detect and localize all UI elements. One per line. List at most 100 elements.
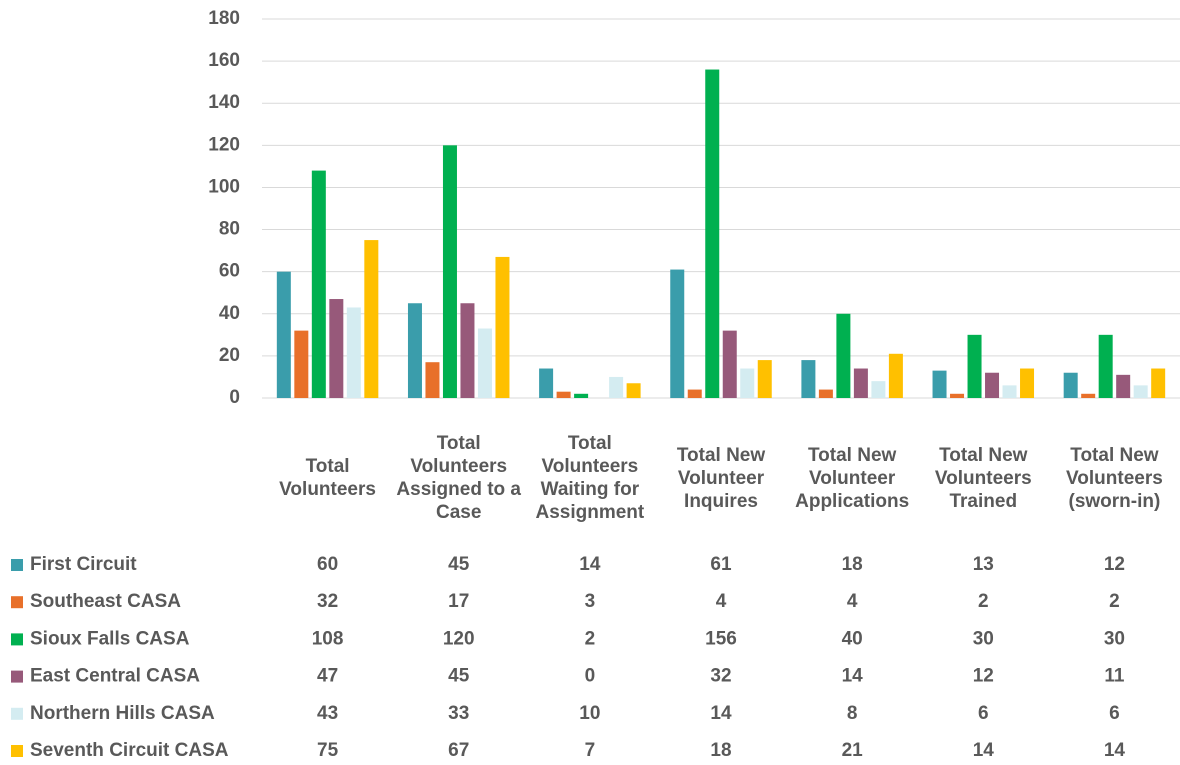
y-tick-label: 160	[208, 50, 240, 71]
bar	[888, 353, 903, 398]
bar	[609, 376, 624, 398]
bar	[477, 328, 492, 398]
table-value: 3	[585, 591, 596, 612]
bar	[705, 69, 720, 399]
table-value: 30	[1104, 628, 1125, 649]
bar	[722, 330, 737, 398]
bar	[818, 389, 833, 398]
bar	[556, 391, 571, 398]
bar	[1002, 385, 1017, 398]
table-value: 14	[579, 554, 601, 575]
bar	[329, 299, 344, 398]
legend-swatch	[11, 745, 23, 757]
table-value: 12	[973, 666, 994, 687]
table-value: 17	[448, 591, 469, 612]
bar	[626, 383, 641, 398]
table-value: 7	[585, 740, 596, 761]
legend-swatch	[11, 596, 23, 609]
bar	[346, 307, 361, 398]
table-value: 18	[710, 740, 731, 761]
x-tick-label: Total New Volunteers Trained	[934, 444, 1032, 512]
x-tick-label-box: Total New Volunteers Trained	[934, 444, 1032, 512]
table-value: 2	[585, 628, 596, 649]
bar	[670, 269, 685, 398]
bar	[1116, 374, 1131, 398]
table-value: 61	[710, 554, 732, 575]
x-tick-label-box: Total New Volunteer Inquires	[676, 444, 766, 512]
x-tick-label: Total Volunteers Assigned to a Case	[396, 433, 521, 523]
bar	[539, 368, 554, 398]
table-value: 14	[973, 740, 995, 761]
table-value: 11	[1104, 666, 1125, 687]
bar	[276, 271, 291, 398]
table-value: 6	[1109, 703, 1120, 724]
table-value: 30	[973, 628, 994, 649]
x-tick-label-box: Total Volunteers Assigned to a Case	[396, 433, 521, 523]
bar	[442, 145, 457, 398]
table-value: 60	[317, 554, 338, 575]
bar	[985, 372, 1000, 398]
table-value: 14	[710, 703, 732, 724]
table-value: 47	[317, 666, 338, 687]
bar	[871, 381, 886, 398]
legend-label: First Circuit	[30, 554, 137, 575]
legend-label: East Central CASA	[30, 666, 200, 687]
bar	[1063, 372, 1078, 398]
bar	[740, 368, 755, 398]
table-value: 4	[716, 591, 727, 612]
bar	[1020, 368, 1035, 398]
legend-swatch	[11, 707, 23, 720]
bar	[687, 389, 702, 398]
bar	[801, 360, 816, 398]
table-value: 18	[842, 554, 863, 575]
table-value: 0	[585, 666, 596, 687]
x-tick-label-box: Total Volunteers	[279, 456, 376, 500]
table-value: 32	[317, 591, 338, 612]
legend-swatch	[11, 559, 23, 571]
y-tick-label: 120	[208, 134, 240, 155]
legend-label: Seventh Circuit CASA	[30, 740, 229, 761]
x-tick-label: Total New Volunteer Inquires	[676, 444, 766, 512]
legend-label: Northern Hills CASA	[30, 703, 215, 724]
table-value: 2	[1109, 591, 1120, 612]
y-tick-label: 60	[219, 261, 240, 282]
y-tick-label: 80	[219, 219, 240, 240]
bar	[1133, 385, 1148, 398]
table-value: 14	[1104, 740, 1126, 761]
y-tick-label: 100	[208, 176, 240, 197]
bar	[950, 393, 965, 398]
bar	[967, 334, 982, 398]
bar	[757, 360, 772, 398]
legend-label: Southeast CASA	[30, 591, 181, 612]
bar	[495, 256, 510, 398]
legend-label: Sioux Falls CASA	[30, 628, 190, 649]
bar	[425, 362, 440, 398]
x-tick-label-box: Total New Volunteers (sworn-in)	[1066, 445, 1163, 512]
table-value: 40	[842, 628, 863, 649]
y-tick-label: 40	[219, 303, 240, 324]
bar	[836, 313, 851, 398]
y-tick-label: 180	[208, 8, 240, 29]
legend-swatch	[11, 670, 23, 683]
table-value: 75	[317, 740, 339, 761]
table-value: 45	[448, 554, 470, 575]
table-value: 6	[978, 703, 989, 724]
bar	[574, 393, 589, 398]
bar	[294, 330, 309, 398]
table-value: 4	[847, 591, 858, 612]
table-value: 45	[448, 666, 470, 687]
bar	[853, 368, 868, 398]
table-value: 33	[448, 703, 469, 724]
table-value: 156	[705, 628, 737, 649]
y-tick-label: 140	[208, 92, 240, 113]
table-value: 32	[710, 666, 731, 687]
table-value: 12	[1104, 554, 1125, 575]
legend-swatch	[11, 633, 23, 646]
bar	[932, 370, 947, 398]
bar	[1151, 368, 1166, 398]
table-value: 21	[842, 740, 864, 761]
bar	[1098, 334, 1113, 398]
table-value: 43	[317, 703, 338, 724]
table-value: 108	[312, 628, 344, 649]
table-value: 10	[579, 703, 600, 724]
